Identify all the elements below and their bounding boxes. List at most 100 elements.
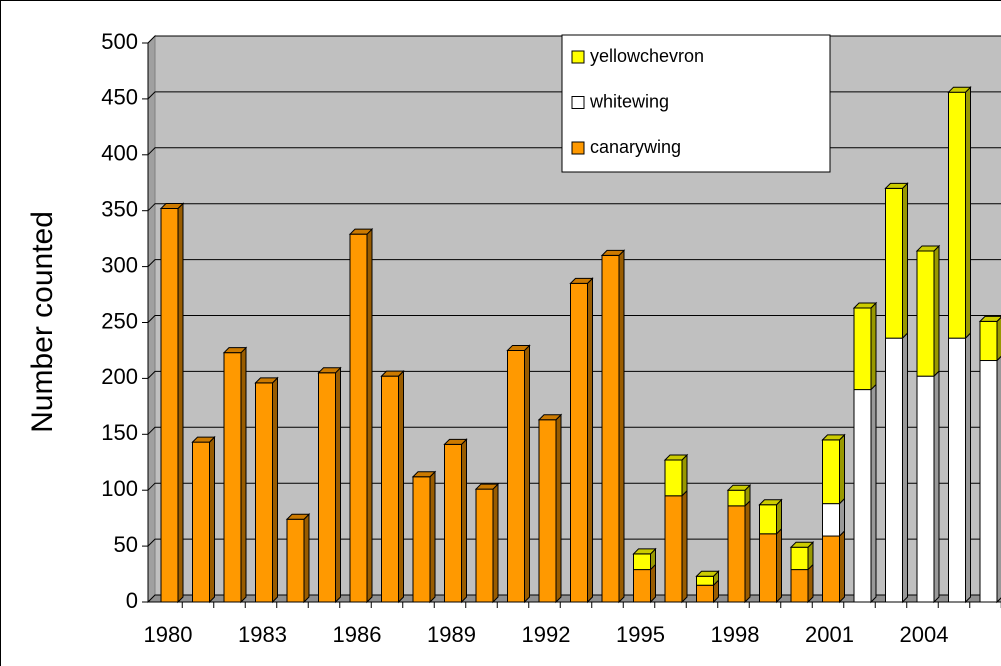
bar xyxy=(412,476,431,603)
y-tick-label: 100 xyxy=(101,476,138,501)
bar xyxy=(885,187,903,339)
bar-side xyxy=(933,244,940,378)
x-tick-label: 1980 xyxy=(144,622,193,647)
bar xyxy=(822,535,840,603)
bar-side xyxy=(461,438,467,604)
bar xyxy=(916,250,935,377)
bar-side xyxy=(776,498,782,536)
bar-side xyxy=(681,489,688,604)
bar-side xyxy=(996,355,1001,604)
bar xyxy=(507,349,525,603)
bar xyxy=(664,459,683,497)
bar xyxy=(853,389,872,603)
y-tick-label: 450 xyxy=(101,85,138,110)
bar xyxy=(696,584,714,603)
bar xyxy=(475,488,494,603)
bar-side xyxy=(807,563,814,604)
bar-side xyxy=(965,85,971,340)
bar-top xyxy=(884,182,909,189)
bar xyxy=(381,375,399,603)
grid-line xyxy=(147,482,1001,491)
bar-top xyxy=(506,344,531,351)
bar-side xyxy=(524,344,530,604)
bar-top xyxy=(474,483,500,490)
legend-box xyxy=(561,34,831,173)
legend-swatch xyxy=(571,96,585,109)
bar xyxy=(349,233,368,603)
bar-top xyxy=(789,541,815,548)
bar xyxy=(160,207,179,603)
bar-side xyxy=(870,383,877,604)
y-tick-label: 150 xyxy=(101,420,138,445)
bar-side xyxy=(839,529,845,604)
bar xyxy=(790,546,809,571)
bar-top xyxy=(411,471,437,478)
bar xyxy=(633,553,651,571)
grid-line xyxy=(147,370,1001,379)
legend-label: yellowchevron xyxy=(590,46,704,66)
bar xyxy=(727,489,746,507)
x-tick-label: 1989 xyxy=(427,622,476,647)
bar-top xyxy=(632,548,657,555)
bar-side xyxy=(366,227,373,604)
bar xyxy=(790,569,809,603)
bar xyxy=(979,320,998,362)
bar xyxy=(948,337,966,603)
x-tick-label: 1986 xyxy=(333,622,382,647)
bar-top xyxy=(915,245,941,252)
bar-side xyxy=(177,202,184,604)
bar xyxy=(948,91,966,339)
bar-side xyxy=(209,435,215,604)
y-tick-label: 250 xyxy=(101,308,138,333)
legend-swatch xyxy=(571,141,585,155)
x-tick-label: 1998 xyxy=(711,622,760,647)
bar-top xyxy=(852,302,878,309)
bar-side xyxy=(618,249,625,604)
bar-side xyxy=(555,413,562,604)
bar xyxy=(696,575,714,586)
x-tick-label: 1983 xyxy=(238,622,287,647)
bar xyxy=(570,282,588,603)
legend-label: whitewing xyxy=(589,91,669,111)
bar xyxy=(727,505,746,603)
x-tick-label: 2004 xyxy=(900,622,949,647)
bar-side xyxy=(902,182,908,340)
grid-line xyxy=(147,426,1001,435)
bar xyxy=(601,254,620,603)
y-tick-label: 200 xyxy=(101,364,138,389)
bar-top xyxy=(443,438,468,445)
bar xyxy=(444,443,462,603)
bar xyxy=(633,569,651,603)
bar-side xyxy=(303,513,310,604)
bar-side xyxy=(776,527,782,604)
bar-top xyxy=(726,484,752,491)
legend-swatch xyxy=(571,50,585,64)
x-tick-label: 2001 xyxy=(805,622,854,647)
bar xyxy=(759,533,777,603)
bar-top xyxy=(159,202,185,209)
bar xyxy=(853,307,872,391)
bar-top xyxy=(569,277,594,284)
bar xyxy=(759,504,777,535)
grid-line xyxy=(147,538,1001,547)
bar xyxy=(664,495,683,603)
bar xyxy=(916,375,935,603)
bar-side xyxy=(996,316,1001,362)
bar-side xyxy=(839,433,845,505)
bar-top xyxy=(947,86,972,93)
y-tick-label: 400 xyxy=(101,141,138,166)
bar-top xyxy=(978,315,1001,322)
bar-side xyxy=(870,301,877,391)
bar-side xyxy=(965,331,971,604)
bar xyxy=(286,518,305,603)
grid-line xyxy=(147,315,1001,323)
bar xyxy=(822,503,840,537)
bar-side xyxy=(240,346,247,604)
grid-line xyxy=(147,259,1001,267)
bar-side xyxy=(744,499,751,604)
grid-line xyxy=(147,203,1001,212)
legend-label: canarywing xyxy=(590,137,681,157)
bar-side xyxy=(492,482,499,604)
bar-side xyxy=(650,563,656,604)
